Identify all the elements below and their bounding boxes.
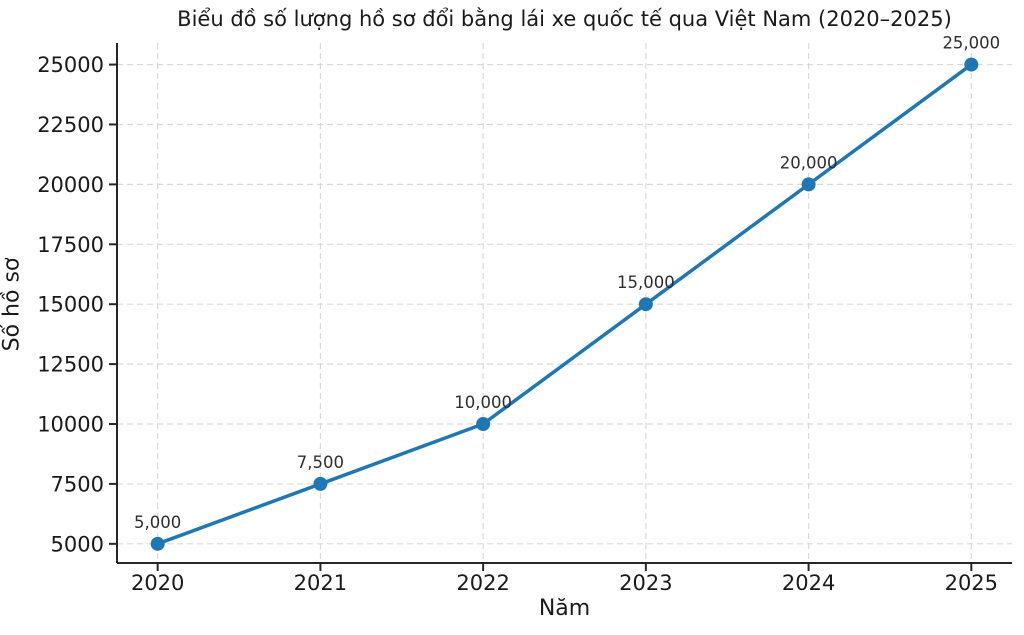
y-tick-label: 17500 [37,233,104,257]
x-tick-label: 2024 [782,571,835,595]
data-point-2022 [476,417,491,432]
x-tick-label: 2023 [619,571,672,595]
x-tick-label: 2021 [294,571,347,595]
y-tick-label: 25000 [37,53,104,77]
x-tick-label: 2022 [456,571,509,595]
y-tick-label: 7500 [51,472,104,496]
chart-title: Biểu đồ số lượng hồ sơ đổi bằng lái xe q… [177,7,952,31]
y-tick-label: 22500 [37,113,104,137]
data-point-2020 [150,536,165,551]
data-point-2025 [964,57,979,72]
data-point-label-2022: 10,000 [454,393,512,412]
y-tick-label: 15000 [37,293,104,317]
x-tick-label: 2025 [945,571,998,595]
y-tick-label: 20000 [37,173,104,197]
y-tick-label: 5000 [51,532,104,556]
data-point-2023 [638,297,653,312]
data-point-label-2021: 7,500 [297,453,344,472]
y-tick-label: 12500 [37,353,104,377]
x-axis-label: Năm [538,596,591,621]
data-point-label-2024: 20,000 [780,153,838,172]
data-point-label-2025: 25,000 [942,34,1000,53]
y-tick-label: 10000 [37,413,104,437]
data-point-2024 [801,177,816,192]
data-point-label-2020: 5,000 [134,513,181,532]
y-axis-label: Số hồ sơ [0,257,25,352]
data-point-2021 [313,476,328,491]
data-line [155,62,974,546]
data-point-label-2023: 15,000 [617,273,675,292]
x-tick-label: 2020 [131,571,184,595]
